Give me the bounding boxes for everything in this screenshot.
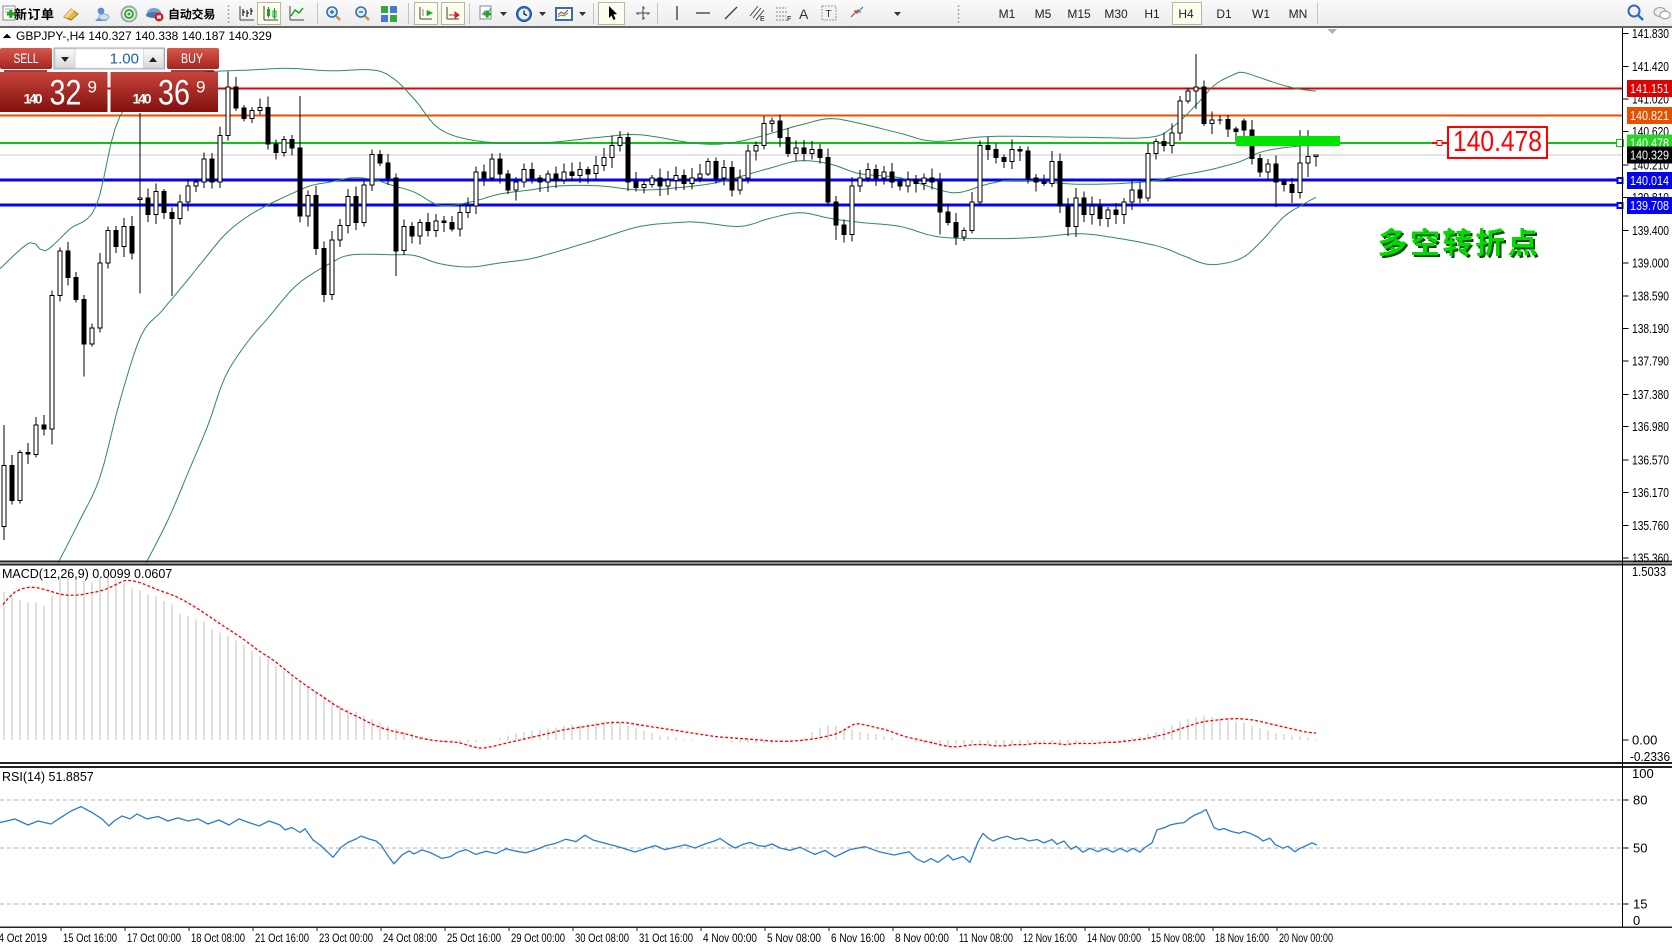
svg-text:140: 140 <box>133 91 152 107</box>
svg-text:BUY: BUY <box>181 50 203 66</box>
svg-text:29 Oct 00:00: 29 Oct 00:00 <box>511 933 565 945</box>
svg-text:F: F <box>787 16 791 22</box>
svg-text:E: E <box>760 16 765 22</box>
svg-text:138.190: 138.190 <box>1632 321 1669 336</box>
svg-text:136.170: 136.170 <box>1632 485 1669 500</box>
svg-text:4 Nov 00:00: 4 Nov 00:00 <box>703 933 757 945</box>
svg-text:140.821: 140.821 <box>1630 108 1669 123</box>
svg-text:6 Nov 16:00: 6 Nov 16:00 <box>831 933 885 945</box>
svg-text:-0.2336: -0.2336 <box>1630 749 1670 764</box>
svg-text:137.790: 137.790 <box>1632 354 1669 369</box>
svg-text:GBPJPY-,H4 140.327 140.338 14: GBPJPY-,H4 140.327 140.338 140.187 140.3… <box>16 29 272 43</box>
svg-text:T: T <box>826 9 832 20</box>
svg-text:135.360: 135.360 <box>1632 551 1669 566</box>
svg-text:140.329: 140.329 <box>1630 148 1669 163</box>
svg-text:0.00: 0.00 <box>1632 733 1657 748</box>
svg-text:14 Oct 2019: 14 Oct 2019 <box>0 933 47 945</box>
svg-text:25 Oct 16:00: 25 Oct 16:00 <box>447 933 501 945</box>
svg-text:50: 50 <box>1633 841 1647 856</box>
svg-text:80: 80 <box>1633 793 1647 808</box>
svg-text:8 Nov 00:00: 8 Nov 00:00 <box>895 933 949 945</box>
svg-text:139.000: 139.000 <box>1632 255 1669 270</box>
svg-text:137.380: 137.380 <box>1632 387 1669 402</box>
svg-text:18 Nov 16:00: 18 Nov 16:00 <box>1215 933 1269 945</box>
svg-text:RSI(14) 51.8857: RSI(14) 51.8857 <box>2 770 94 784</box>
svg-text:136.570: 136.570 <box>1632 452 1669 467</box>
svg-text:0: 0 <box>1633 913 1640 928</box>
svg-text:12 Nov 16:00: 12 Nov 16:00 <box>1023 933 1077 945</box>
svg-text:MACD(12,26,9) 0.0099 0.0607: MACD(12,26,9) 0.0099 0.0607 <box>2 567 172 581</box>
svg-text:9: 9 <box>88 78 97 97</box>
svg-text:30 Oct 08:00: 30 Oct 08:00 <box>575 933 629 945</box>
svg-text:20 Nov 00:00: 20 Nov 00:00 <box>1279 933 1333 945</box>
svg-text:15: 15 <box>1633 897 1647 912</box>
svg-text:15 Oct 16:00: 15 Oct 16:00 <box>63 933 117 945</box>
svg-text:21 Oct 16:00: 21 Oct 16:00 <box>255 933 309 945</box>
svg-text:5 Nov 08:00: 5 Nov 08:00 <box>767 933 821 945</box>
svg-text:141.151: 141.151 <box>1630 81 1669 96</box>
svg-text:11 Nov 08:00: 11 Nov 08:00 <box>959 933 1013 945</box>
svg-text:17 Oct 00:00: 17 Oct 00:00 <box>127 933 181 945</box>
svg-text:1.00: 1.00 <box>110 51 139 68</box>
svg-text:1.5033: 1.5033 <box>1632 564 1666 579</box>
svg-text:141.830: 141.830 <box>1632 26 1669 41</box>
svg-text:9: 9 <box>196 78 205 97</box>
svg-text:136.980: 136.980 <box>1632 419 1669 434</box>
svg-text:139.400: 139.400 <box>1632 223 1669 238</box>
svg-text:14 Nov 00:00: 14 Nov 00:00 <box>1087 933 1141 945</box>
svg-text:141.420: 141.420 <box>1632 59 1669 74</box>
svg-text:140.014: 140.014 <box>1630 173 1669 188</box>
svg-text:135.760: 135.760 <box>1632 518 1669 533</box>
svg-text:23 Oct 00:00: 23 Oct 00:00 <box>319 933 373 945</box>
svg-text:18 Oct 08:00: 18 Oct 08:00 <box>191 933 245 945</box>
svg-text:31 Oct 16:00: 31 Oct 16:00 <box>639 933 693 945</box>
svg-text:SELL: SELL <box>14 50 39 66</box>
svg-text:140.478: 140.478 <box>1453 126 1542 158</box>
svg-text:36: 36 <box>158 73 190 113</box>
svg-text:139.708: 139.708 <box>1630 198 1669 213</box>
svg-text:32: 32 <box>50 73 82 113</box>
svg-text:24 Oct 08:00: 24 Oct 08:00 <box>383 933 437 945</box>
svg-text:140: 140 <box>24 91 43 107</box>
svg-text:138.590: 138.590 <box>1632 289 1669 304</box>
svg-text:15 Nov 08:00: 15 Nov 08:00 <box>1151 933 1205 945</box>
svg-text:100: 100 <box>1632 766 1654 781</box>
